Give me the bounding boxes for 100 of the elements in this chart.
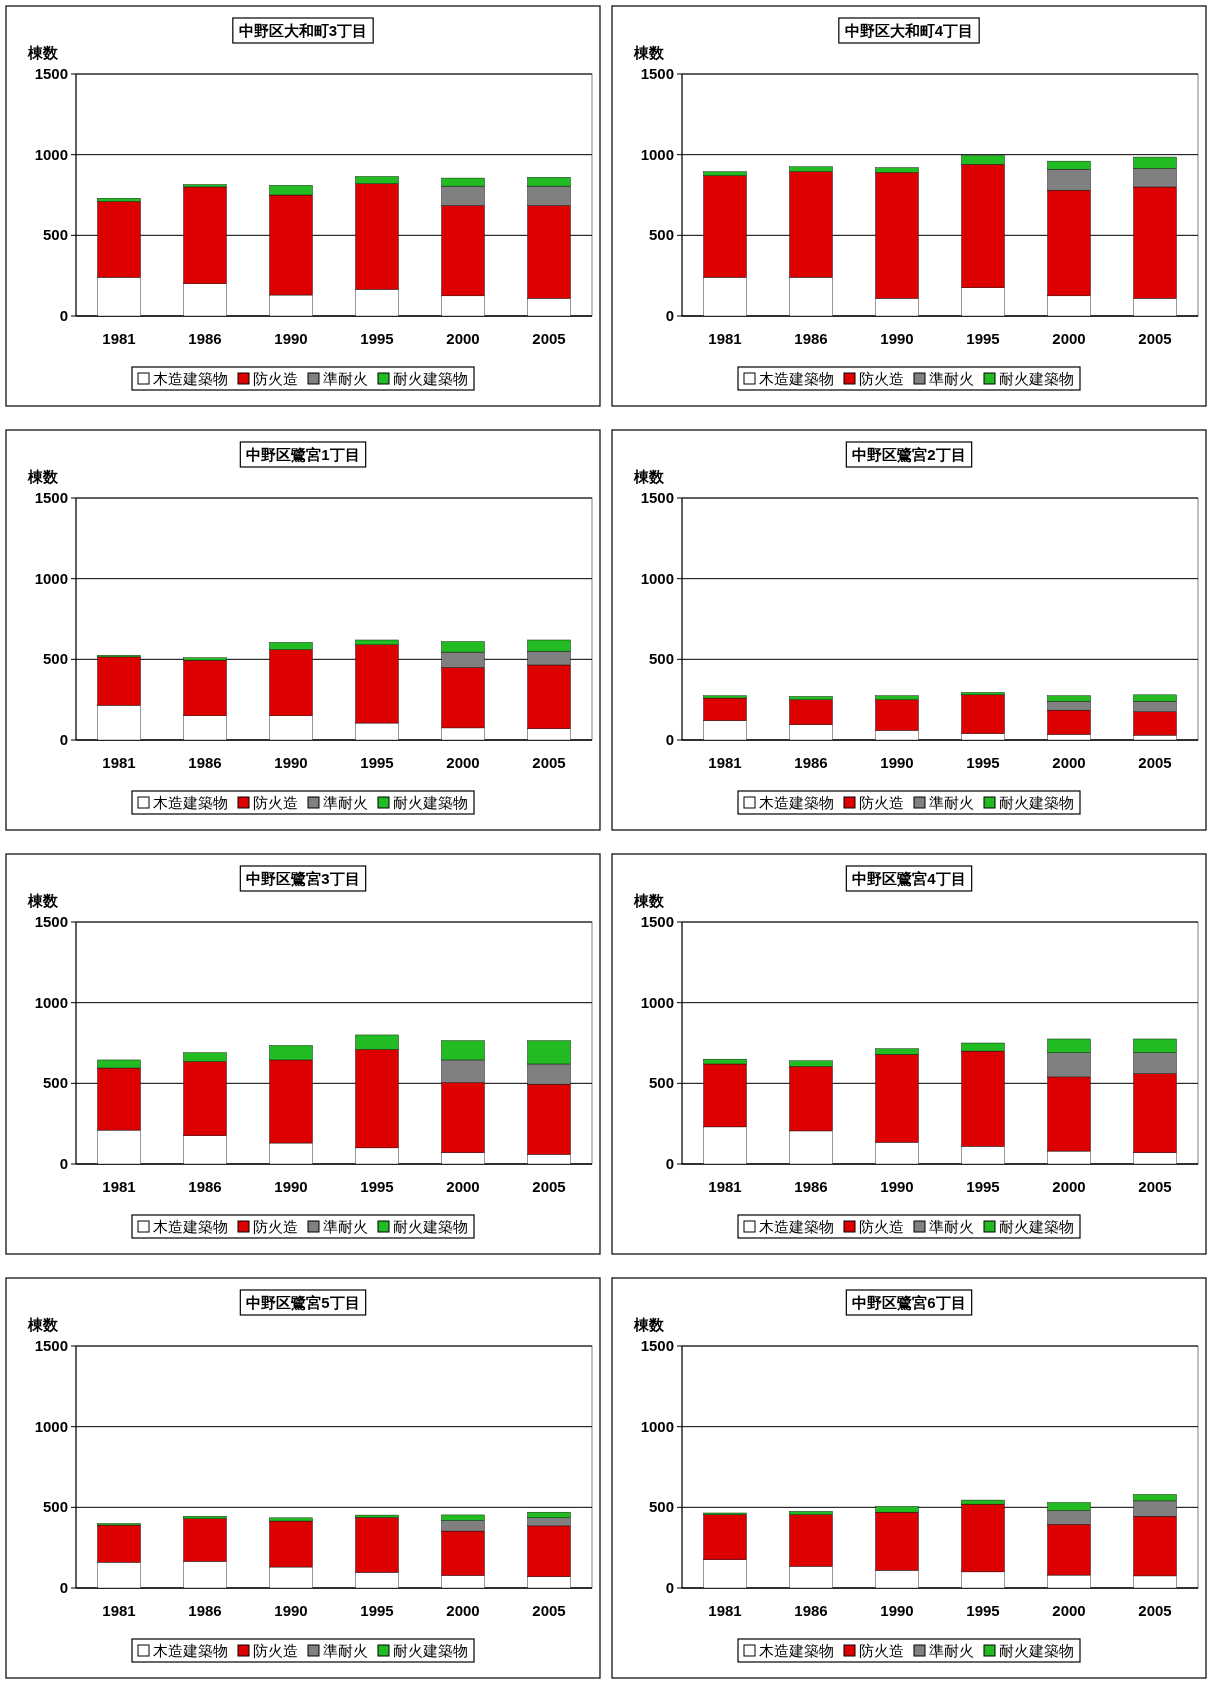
x-tick-label: 1990 [274,754,308,771]
x-tick-label: 2005 [532,754,566,771]
y-tick-label: 1500 [640,489,674,506]
chart-title: 中野区鷺宮6丁目 [852,1294,966,1311]
legend-label: 木造建築物 [759,794,834,811]
legend-label: 防火造 [859,794,904,811]
legend-label: 準耐火 [323,1218,368,1235]
y-tick-label: 0 [665,307,674,324]
y-tick-label: 0 [59,1155,68,1172]
y-tick-label: 1000 [640,145,674,163]
y-tick-label: 0 [59,307,68,324]
x-tick-label: 1981 [102,1178,136,1195]
x-tick-label: 1995 [966,1602,1000,1619]
x-tick-label: 1990 [880,1602,914,1619]
legend-label: 耐火建築物 [999,1218,1074,1235]
legend-label: 木造建築物 [759,1218,834,1235]
chart-title: 中野区鷺宮3丁目 [246,870,360,887]
x-tick-label: 2000 [446,330,480,347]
x-tick-label: 1995 [360,1602,394,1619]
x-tick-label: 1981 [708,754,742,771]
legend-label: 耐火建築物 [393,370,468,387]
y-axis-title: 棟数 [27,44,59,61]
x-tick-label: 1981 [102,330,136,347]
y-axis-title: 棟数 [633,44,665,61]
legend-label: 準耐火 [929,1218,974,1235]
y-axis-title: 棟数 [27,892,59,909]
y-tick-label: 500 [42,226,68,244]
x-tick-label: 2000 [446,1602,480,1619]
x-tick-label: 2000 [1052,754,1086,771]
y-axis-title: 棟数 [27,1316,59,1333]
y-tick-label: 500 [648,226,674,244]
x-tick-label: 1986 [188,330,222,347]
x-tick-label: 1981 [102,1602,136,1619]
legend-label: 準耐火 [929,794,974,811]
y-tick-label: 500 [42,650,68,668]
legend-label: 防火造 [859,1218,904,1235]
legend-label: 耐火建築物 [999,370,1074,387]
y-tick-label: 0 [665,1155,674,1172]
chart-title: 中野区鷺宮2丁目 [852,446,966,463]
x-tick-label: 1981 [102,754,136,771]
x-tick-label: 1990 [274,330,308,347]
legend-label: 耐火建築物 [999,794,1074,811]
y-tick-label: 1500 [34,1337,68,1354]
y-tick-label: 500 [42,1498,68,1516]
y-tick-label: 1500 [34,913,68,930]
legend-label: 防火造 [859,370,904,387]
chart-title: 中野区鷺宮5丁目 [246,1294,360,1311]
x-tick-label: 1986 [188,754,222,771]
y-tick-label: 1000 [34,1417,68,1435]
y-axis-title: 棟数 [633,1316,665,1333]
x-tick-label: 1995 [360,1178,394,1195]
x-tick-label: 1986 [794,330,828,347]
legend-label: 耐火建築物 [393,794,468,811]
y-tick-label: 1500 [640,913,674,930]
x-tick-label: 1995 [966,1178,1000,1195]
y-axis-title: 棟数 [633,892,665,909]
x-tick-label: 1986 [794,754,828,771]
y-tick-label: 500 [648,1498,674,1516]
legend-label: 木造建築物 [153,794,228,811]
legend-label: 木造建築物 [153,1642,228,1659]
y-tick-label: 1000 [34,993,68,1011]
y-axis-title: 棟数 [633,468,665,485]
legend-label: 耐火建築物 [393,1218,468,1235]
legend-label: 防火造 [859,1642,904,1659]
x-tick-label: 1995 [360,754,394,771]
x-tick-label: 1981 [708,1602,742,1619]
y-tick-label: 500 [648,650,674,668]
x-tick-label: 1995 [966,330,1000,347]
y-tick-label: 500 [42,1074,68,1092]
legend-label: 防火造 [253,1218,298,1235]
y-tick-label: 1000 [640,1417,674,1435]
x-tick-label: 2005 [532,330,566,347]
chart-title: 中野区大和町4丁目 [844,22,974,39]
x-tick-label: 1990 [274,1178,308,1195]
legend-label: 木造建築物 [153,1218,228,1235]
x-tick-label: 1986 [188,1178,222,1195]
legend-label: 準耐火 [323,1642,368,1659]
x-tick-label: 1981 [708,330,742,347]
x-tick-label: 2005 [532,1602,566,1619]
x-tick-label: 1986 [794,1178,828,1195]
chart-title: 中野区大和町3丁目 [238,22,368,39]
y-tick-label: 1000 [640,993,674,1011]
y-tick-label: 1500 [34,65,68,82]
y-tick-label: 1000 [34,569,68,587]
legend-label: 準耐火 [929,1642,974,1659]
x-tick-label: 2005 [1138,1178,1172,1195]
x-tick-label: 2000 [446,754,480,771]
legend-label: 防火造 [253,1642,298,1659]
chart-title: 中野区鷺宮1丁目 [246,446,360,463]
y-tick-label: 1500 [34,489,68,506]
legend-label: 木造建築物 [759,1642,834,1659]
legend-label: 木造建築物 [153,370,228,387]
legend-label: 防火造 [253,794,298,811]
y-tick-label: 0 [59,1579,68,1596]
legend-label: 木造建築物 [759,370,834,387]
y-tick-label: 0 [59,731,68,748]
chart-title: 中野区鷺宮4丁目 [852,870,966,887]
legend-label: 耐火建築物 [999,1642,1074,1659]
x-tick-label: 1990 [274,1602,308,1619]
x-tick-label: 2000 [446,1178,480,1195]
